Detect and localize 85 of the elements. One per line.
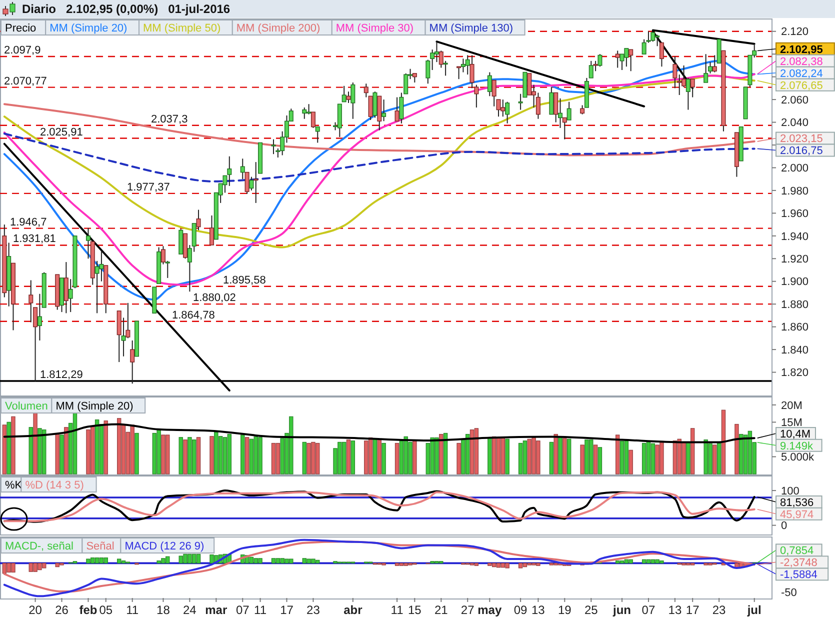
x-tick-label: 09 <box>514 603 528 617</box>
x-tick-label: 13 <box>668 603 682 617</box>
annotation: 2.016,75 <box>780 145 823 158</box>
x-tick-label: 25 <box>584 603 598 617</box>
y-tick-label: 5.000k <box>781 452 815 464</box>
x-tick-label: 19 <box>558 603 572 617</box>
ref-line-label: 1.895,58 <box>223 274 266 286</box>
ref-line-label: 1.977,37 <box>127 181 170 194</box>
annotation: 45,974 <box>780 508 814 521</box>
x-tick-label: 11 <box>254 603 267 617</box>
y-tick-label: 1.980 <box>781 185 809 198</box>
annotation: 2.076,65 <box>780 80 823 92</box>
series-label: %K <box>5 480 23 492</box>
x-tick-label: 23 <box>306 603 320 617</box>
y-tick-label: 0 <box>781 520 788 532</box>
annotation: 2.102,95 <box>780 44 823 56</box>
x-tick-label: mar <box>205 603 228 617</box>
y-tick-label: 100 <box>781 485 800 498</box>
y-tick-label: 1.900 <box>781 276 809 288</box>
x-tick-label: 24 <box>183 603 197 617</box>
y-tick-label: 1.860 <box>781 322 809 334</box>
x-tick-label: 17 <box>280 603 294 617</box>
annotation: 0,7854 <box>780 545 814 558</box>
ref-line-label: 1.812,29 <box>40 369 83 382</box>
ref-line-label: 1.864,78 <box>172 309 215 322</box>
x-tick-label: 15 <box>408 603 422 617</box>
text: MM (Simple 50) <box>143 22 221 34</box>
series-label: MM (Simple 20) <box>56 400 134 412</box>
annotation: -1,5884 <box>780 569 818 582</box>
x-tick-label: 11 <box>126 603 139 617</box>
annotation: 2.082,38 <box>780 56 823 68</box>
text: Señal <box>86 540 114 552</box>
y-tick-label: 1.960 <box>781 208 809 220</box>
x-tick-label: 26 <box>55 603 69 617</box>
x-tick-label: may <box>478 603 502 617</box>
x-tick-label: 21 <box>434 603 448 617</box>
chart-title: Diario 2.102,95 (0,00%) 01-jul-2016 <box>22 2 230 16</box>
y-tick-label: 2.060 <box>781 94 809 106</box>
x-tick-label: feb <box>79 603 98 617</box>
x-tick-label: jun <box>612 603 632 617</box>
text: MM (Simple 200) <box>236 22 320 34</box>
x-tick-label: 18 <box>156 603 170 617</box>
y-tick-label: 1.840 <box>781 344 809 356</box>
x-tick-label: 23 <box>712 603 726 617</box>
text: MM (Simple 30) <box>336 22 414 34</box>
x-tick-label: 11 <box>390 603 404 617</box>
y-tick-label: 1.940 <box>781 230 809 243</box>
series-label: Volumen <box>5 400 48 412</box>
y-tick-label: 2.000 <box>781 162 809 175</box>
ref-line-label: 1.880,02 <box>193 292 236 304</box>
x-tick-label: 27 <box>460 603 475 617</box>
text: -50 <box>781 586 797 599</box>
x-tick-label: 05 <box>99 603 113 617</box>
series-label: MACD (12 26 9) <box>124 540 204 552</box>
text: MM (Simple 20) <box>50 22 128 34</box>
ref-line-label: 1.946,7 <box>10 216 47 228</box>
annotation: 2.023,15 <box>780 133 823 146</box>
annotation: 10,4M <box>780 428 811 440</box>
x-tick-label: 13 <box>532 603 546 617</box>
x-tick-label: 20 <box>28 603 42 617</box>
ref-line-label: 2.037,3 <box>151 113 188 126</box>
annotation: 2.082,24 <box>780 68 823 80</box>
ref-line-label: 2.025,91 <box>40 126 83 138</box>
x-tick-label: abr <box>344 603 363 617</box>
series-label: MACD-, señal <box>5 540 74 552</box>
y-tick-label: 15M <box>781 417 802 430</box>
annotation: 9.149k <box>780 440 814 452</box>
ref-line-label: 2.097,9 <box>4 44 41 56</box>
annotation: -2,3748 <box>780 557 818 570</box>
y-tick-label: 2.120 <box>781 26 809 38</box>
y-tick-label: 1.820 <box>781 367 809 380</box>
y-tick-label: 2.040 <box>781 117 809 130</box>
legend-title: Precio <box>5 22 36 34</box>
series-label: %D (14 3 5) <box>25 480 84 492</box>
ref-line-label: 2.070,77 <box>4 75 47 88</box>
annotation: 81,536 <box>780 496 814 509</box>
y-tick-label: 1.880 <box>781 298 809 311</box>
ref-line-label: 1.931,81 <box>13 233 56 246</box>
x-tick-label: jul <box>746 603 762 617</box>
x-tick-label: 07 <box>236 603 250 617</box>
x-tick-label: 07 <box>642 603 656 617</box>
y-tick-label: 20M <box>781 400 802 412</box>
y-tick-label: 1.920 <box>781 253 809 266</box>
x-tick-label: 17 <box>686 603 700 617</box>
text: MM (Simple 130) <box>429 22 514 34</box>
